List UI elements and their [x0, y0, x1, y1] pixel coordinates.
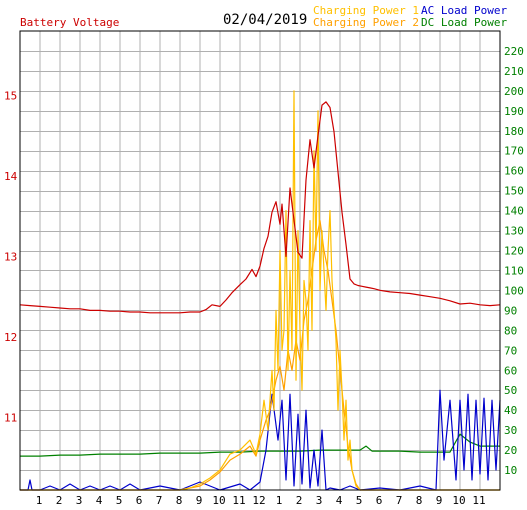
left-tick-label: 11	[4, 412, 17, 425]
x-tick-label: 7	[156, 494, 163, 507]
x-tick-label: 6	[376, 494, 383, 507]
right-axis-tick-labels: 10 20 30 40 50 60 70 80 90 100 110 120 130 140 150 160 1…	[504, 45, 524, 477]
right-tick-label: 170	[504, 145, 524, 158]
battery-voltage-label: Battery Voltage	[20, 16, 119, 29]
x-tick-label: 8	[416, 494, 423, 507]
left-tick-label: 12	[4, 331, 17, 344]
legend-ac-load-power: AC Load Power	[421, 4, 507, 17]
right-tick-label: 130	[504, 225, 524, 238]
x-tick-label: 10	[452, 494, 465, 507]
x-tick-label: 2	[56, 494, 63, 507]
x-tick-label: 9	[436, 494, 443, 507]
x-tick-label: 3	[316, 494, 323, 507]
right-tick-label: 220	[504, 45, 524, 58]
charging-power-1-line	[20, 90, 500, 491]
x-tick-label: 12	[252, 494, 265, 507]
left-tick-label: 15	[4, 89, 17, 102]
right-tick-label: 210	[504, 65, 524, 78]
x-tick-label: 5	[356, 494, 363, 507]
right-tick-label: 200	[504, 85, 524, 98]
plot-frame	[19, 30, 501, 491]
left-tick-label: 13	[4, 250, 17, 263]
right-tick-label: 120	[504, 245, 524, 258]
x-tick-label: 9	[196, 494, 203, 507]
left-axis-tick-labels: 11 12 13 14 15	[4, 89, 18, 424]
legend-charging-power-2: Charging Power 2	[313, 16, 419, 29]
x-tick-label: 11	[232, 494, 245, 507]
x-tick-label: 1	[36, 494, 43, 507]
charging-power-2-line	[20, 220, 500, 491]
x-tick-label: 10	[212, 494, 225, 507]
right-tick-label: 50	[504, 384, 517, 397]
right-tick-label: 10	[504, 464, 517, 477]
x-tick-label: 7	[396, 494, 403, 507]
right-tick-label: 70	[504, 344, 517, 357]
legend-dc-load-power: DC Load Power	[421, 16, 507, 29]
x-axis-tick-labels: 1 2 3 4 5 6 7 8 9 10 11 12 1 2 3 4 5 6 7 8 9 10 11	[36, 494, 486, 507]
right-tick-label: 150	[504, 185, 524, 198]
right-tick-label: 160	[504, 165, 524, 178]
right-tick-label: 100	[504, 284, 524, 297]
legend-charging-power-1: Charging Power 1	[313, 4, 419, 17]
right-tick-label: 110	[504, 264, 524, 277]
right-tick-label: 90	[504, 304, 517, 317]
right-tick-label: 190	[504, 105, 524, 118]
series-layer	[19, 90, 501, 491]
left-tick-label: 14	[4, 170, 18, 183]
x-tick-label: 2	[296, 494, 303, 507]
grid-lines	[20, 31, 500, 490]
chart-date: 02/04/2019	[223, 12, 307, 28]
x-tick-label: 8	[176, 494, 183, 507]
right-tick-label: 40	[504, 404, 517, 417]
x-tick-label: 5	[116, 494, 123, 507]
x-tick-label: 1	[276, 494, 283, 507]
x-tick-label: 4	[336, 494, 343, 507]
ac-load-power-line	[20, 389, 501, 491]
right-tick-label: 20	[504, 444, 517, 457]
right-tick-label: 80	[504, 324, 517, 337]
x-tick-label: 3	[76, 494, 83, 507]
right-tick-label: 60	[504, 364, 517, 377]
x-tick-label: 4	[96, 494, 103, 507]
battery-voltage-line	[19, 101, 501, 314]
right-tick-label: 30	[504, 424, 517, 437]
right-tick-label: 140	[504, 205, 524, 218]
right-tick-label: 180	[504, 125, 524, 138]
x-tick-label: 11	[472, 494, 485, 507]
x-tick-label: 6	[136, 494, 143, 507]
